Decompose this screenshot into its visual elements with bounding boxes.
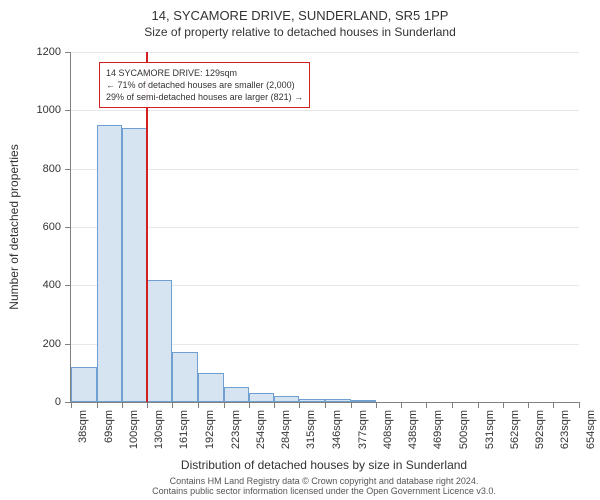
x-tick	[147, 402, 148, 408]
x-tick	[97, 402, 98, 408]
plot-area: 02004006008001000120038sqm69sqm100sqm130…	[70, 52, 579, 403]
x-tick-label: 592sqm	[534, 410, 546, 449]
histogram-bar	[274, 396, 300, 402]
histogram-bar	[122, 128, 147, 402]
histogram-bar	[249, 393, 274, 402]
x-tick	[401, 402, 402, 408]
x-tick-label: 408sqm	[382, 410, 394, 449]
histogram-bar	[71, 367, 97, 402]
histogram-bar	[97, 125, 123, 402]
histogram-bar	[325, 399, 351, 402]
x-tick-label: 284sqm	[280, 410, 292, 449]
y-axis-title: Number of detached properties	[7, 144, 21, 309]
x-tick	[71, 402, 72, 408]
x-tick-label: 531sqm	[484, 410, 496, 449]
x-tick	[274, 402, 275, 408]
x-tick-label: 315sqm	[305, 410, 317, 449]
x-tick	[224, 402, 225, 408]
y-tick-label: 1000	[37, 104, 71, 116]
x-tick	[198, 402, 199, 408]
x-tick-label: 223sqm	[230, 410, 242, 449]
x-tick	[122, 402, 123, 408]
x-tick-label: 254sqm	[255, 410, 267, 449]
x-tick-label: 438sqm	[407, 410, 419, 449]
x-tick-label: 192sqm	[204, 410, 216, 449]
footer: Contains HM Land Registry data © Crown c…	[70, 476, 578, 497]
histogram-bar	[147, 280, 173, 403]
x-tick	[528, 402, 529, 408]
x-tick	[172, 402, 173, 408]
x-tick-label: 346sqm	[331, 410, 343, 449]
x-tick-label: 469sqm	[432, 410, 444, 449]
x-axis-title: Distribution of detached houses by size …	[70, 458, 578, 472]
x-tick-label: 161sqm	[178, 410, 190, 449]
x-tick	[249, 402, 250, 408]
x-tick	[478, 402, 479, 408]
histogram-bar	[198, 373, 224, 402]
x-tick-label: 500sqm	[458, 410, 470, 449]
footer-line-1: Contains HM Land Registry data © Crown c…	[70, 476, 578, 486]
callout-box: 14 SYCAMORE DRIVE: 129sqm ← 71% of detac…	[99, 62, 310, 108]
x-tick	[503, 402, 504, 408]
histogram-bar	[172, 352, 198, 402]
chart-subtitle: Size of property relative to detached ho…	[0, 23, 600, 39]
x-tick-label: 562sqm	[509, 410, 521, 449]
callout-line-1: 14 SYCAMORE DRIVE: 129sqm	[106, 67, 303, 79]
histogram-bar	[224, 387, 250, 402]
chart-container: 14, SYCAMORE DRIVE, SUNDERLAND, SR5 1PP …	[0, 0, 600, 500]
callout-line-2: ← 71% of detached houses are smaller (2,…	[106, 79, 303, 91]
histogram-bar	[351, 400, 377, 402]
y-tick-label: 0	[55, 396, 71, 408]
x-tick-label: 38sqm	[77, 410, 89, 443]
footer-line-2: Contains public sector information licen…	[70, 486, 578, 496]
x-tick-label: 130sqm	[153, 410, 165, 449]
x-tick-label: 654sqm	[585, 410, 597, 449]
x-tick-label: 623sqm	[559, 410, 571, 449]
y-tick-label: 200	[43, 338, 71, 350]
y-tick-label: 1200	[37, 46, 71, 58]
x-tick	[299, 402, 300, 408]
x-tick-label: 69sqm	[103, 410, 115, 443]
histogram-bar	[299, 399, 325, 403]
y-tick-label: 600	[43, 221, 71, 233]
callout-line-3: 29% of semi-detached houses are larger (…	[106, 91, 303, 103]
x-tick	[351, 402, 352, 408]
x-tick	[452, 402, 453, 408]
x-tick	[426, 402, 427, 408]
x-tick-label: 377sqm	[357, 410, 369, 449]
x-tick	[553, 402, 554, 408]
x-tick	[325, 402, 326, 408]
chart-title: 14, SYCAMORE DRIVE, SUNDERLAND, SR5 1PP	[0, 0, 600, 23]
x-tick	[376, 402, 377, 408]
x-tick	[579, 402, 580, 408]
x-tick-label: 100sqm	[128, 410, 140, 449]
y-tick-label: 400	[43, 279, 71, 291]
y-tick-label: 800	[43, 163, 71, 175]
